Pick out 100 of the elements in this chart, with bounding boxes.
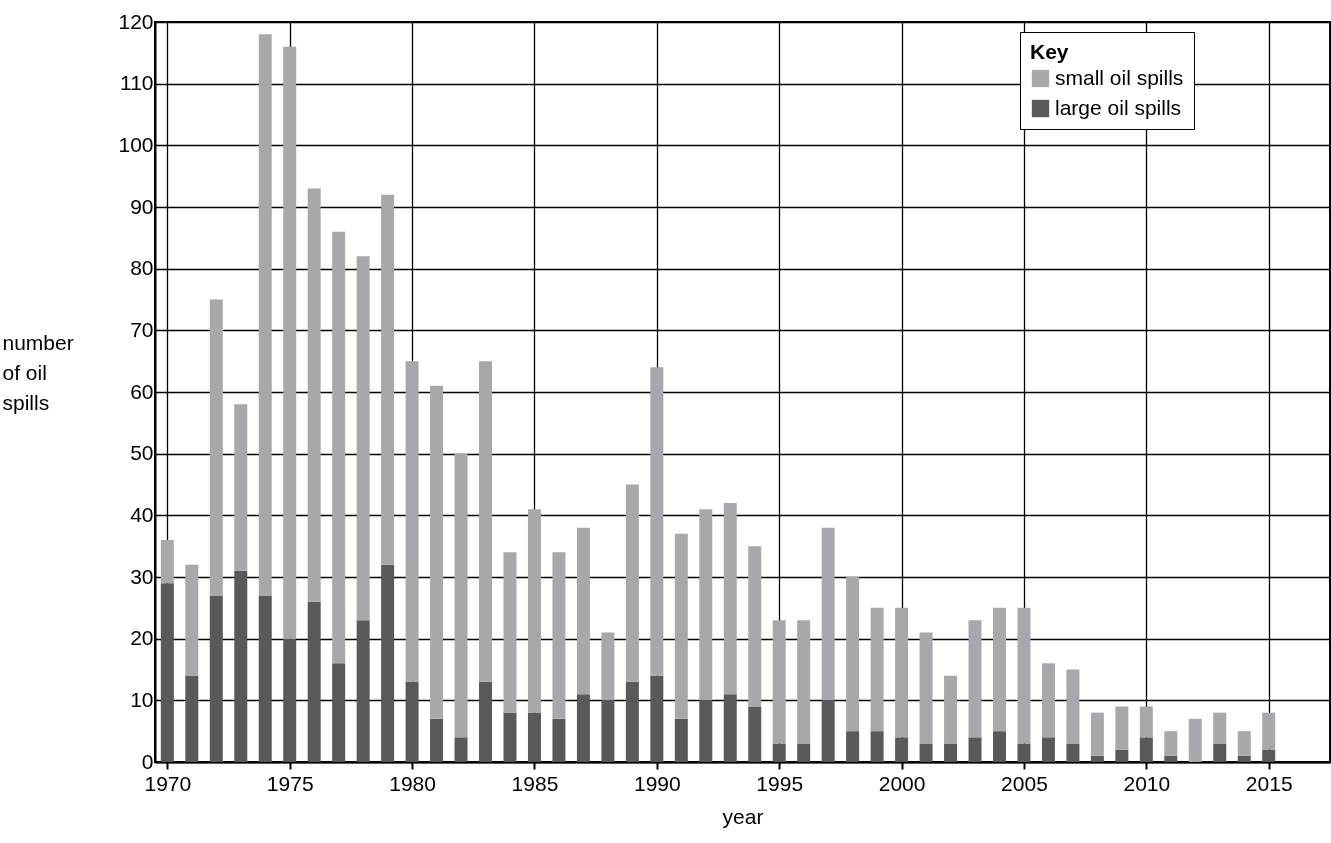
- bar: [381, 194, 395, 565]
- bar: [430, 718, 444, 762]
- bar: [895, 607, 909, 738]
- x-axis-title: year: [722, 804, 764, 828]
- bar: [527, 712, 541, 762]
- y-tick-label: 10: [130, 687, 154, 711]
- bar: [699, 700, 713, 762]
- bar: [332, 663, 346, 762]
- x-tick-label: 1975: [266, 771, 314, 795]
- bar: [234, 570, 248, 762]
- bar: [870, 607, 884, 732]
- bar: [527, 509, 541, 713]
- bar: [1139, 706, 1153, 738]
- bar: [1066, 743, 1080, 762]
- legend-title: Key: [1030, 40, 1069, 63]
- bar: [968, 620, 982, 738]
- y-tick-label: 20: [130, 626, 154, 650]
- bar: [454, 453, 468, 738]
- bar: [723, 503, 737, 695]
- bar: [772, 620, 786, 744]
- x-tick-label: 2010: [1123, 771, 1171, 795]
- bar: [258, 34, 272, 596]
- bar: [160, 583, 174, 762]
- legend-label: small oil spills: [1055, 65, 1184, 89]
- bar: [748, 546, 762, 707]
- x-tick-label: 2015: [1245, 771, 1293, 795]
- bar: [185, 675, 199, 762]
- y-tick-label: 50: [130, 441, 154, 465]
- bar: [1139, 737, 1153, 762]
- bar: [405, 361, 419, 682]
- bar: [185, 564, 199, 676]
- bar: [1213, 743, 1227, 762]
- bar: [919, 743, 933, 762]
- bar: [405, 681, 419, 762]
- bar: [1188, 718, 1202, 762]
- bar: [1115, 749, 1129, 762]
- bar: [576, 694, 590, 762]
- bar: [283, 46, 297, 639]
- y-tick-label: 90: [130, 194, 154, 218]
- bar: [1164, 731, 1178, 756]
- bar: [283, 638, 297, 762]
- bar: [846, 731, 860, 762]
- bar: [1090, 712, 1104, 756]
- x-tick-label: 1985: [511, 771, 559, 795]
- x-tick-label: 2005: [1001, 771, 1048, 795]
- y-axis-title: number of oil spills: [2, 330, 74, 414]
- bar: [625, 681, 639, 762]
- y-tick-label: 110: [120, 71, 154, 95]
- bar: [846, 577, 860, 732]
- bar: [650, 367, 664, 676]
- y-tick-label: 80: [130, 256, 154, 280]
- bar: [748, 706, 762, 762]
- y-tick-label: 70: [130, 317, 154, 341]
- bar: [772, 743, 786, 762]
- bar: [160, 540, 174, 584]
- bar: [601, 700, 615, 762]
- x-tick-label: 2000: [878, 771, 926, 795]
- bar: [601, 632, 615, 701]
- bar: [503, 712, 517, 762]
- bar: [1237, 755, 1251, 762]
- bar: [479, 361, 493, 682]
- bar: [258, 595, 272, 762]
- bar: [454, 737, 468, 762]
- bar: [209, 299, 223, 596]
- bar: [1017, 743, 1031, 762]
- bar: [797, 743, 811, 762]
- bar: [576, 527, 590, 695]
- bar: [1090, 755, 1104, 762]
- bar: [992, 607, 1006, 732]
- y-tick-label: 120: [118, 9, 154, 33]
- bar: [479, 681, 493, 762]
- bar: [307, 601, 321, 762]
- bar: [674, 533, 688, 719]
- bar: [356, 620, 370, 762]
- bar: [797, 620, 811, 744]
- y-tick-label: 0: [141, 749, 154, 773]
- bar: [1164, 755, 1178, 762]
- bar: [944, 675, 958, 744]
- bar: [1115, 706, 1129, 750]
- bar: [1237, 731, 1251, 756]
- bar: [1262, 712, 1276, 750]
- bar: [234, 404, 248, 571]
- bar: [674, 718, 688, 762]
- bar: [1262, 749, 1276, 762]
- x-tick-label: 1995: [756, 771, 804, 795]
- bar: [381, 564, 395, 762]
- y-tick-label: 100: [118, 132, 154, 156]
- bar: [944, 743, 958, 762]
- bar: [625, 484, 639, 682]
- bar: [1066, 669, 1080, 744]
- bar: [699, 509, 713, 701]
- bar: [723, 694, 737, 762]
- bar: [552, 718, 566, 762]
- bar: [503, 552, 517, 713]
- bar: [356, 256, 370, 621]
- bar: [332, 231, 346, 664]
- bar: [992, 731, 1006, 762]
- bar: [209, 595, 223, 762]
- x-tick-label: 1970: [144, 771, 192, 795]
- bar: [430, 385, 444, 719]
